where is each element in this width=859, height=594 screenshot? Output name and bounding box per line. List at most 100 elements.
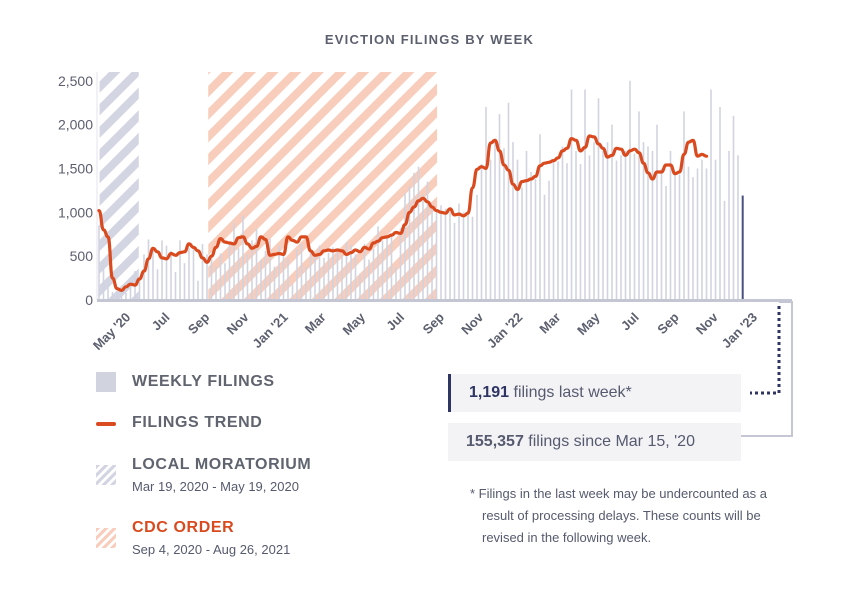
weekly-bar — [480, 164, 483, 300]
weekly-bar — [291, 284, 294, 300]
weekly-bar — [719, 107, 721, 300]
legend-local-label: LOCAL MORATORIUM — [132, 456, 312, 473]
weekly-bar — [246, 254, 249, 300]
trend-line-group — [97, 134, 709, 292]
weekly-bar — [170, 250, 172, 300]
weekly-bar — [305, 266, 307, 300]
weekly-bar — [449, 212, 451, 300]
weekly-bar — [732, 115, 735, 300]
weekly-bar — [399, 228, 402, 300]
legend-cdc-label: CDC ORDER — [132, 519, 235, 536]
weekly-bar — [656, 124, 658, 300]
footnote: * Filings in the last week may be underc… — [470, 483, 770, 549]
y-tick-label: 2,500 — [58, 73, 93, 89]
weekly-bar — [233, 222, 235, 300]
weekly-bar — [120, 295, 123, 300]
weekly-bar — [395, 266, 397, 300]
weekly-bar — [696, 168, 699, 300]
weekly-bar — [516, 159, 519, 300]
x-tick-label: May — [574, 309, 603, 338]
weekly-bar — [251, 240, 253, 300]
legend-weekly: WEEKLY FILINGS — [96, 372, 275, 392]
y-tick-label: 2,000 — [58, 117, 93, 133]
weekly-bar — [197, 280, 199, 300]
weekly-bar — [138, 278, 141, 300]
weekly-bar — [615, 160, 618, 300]
weekly-bar — [107, 284, 109, 300]
y-tick-label: 1,000 — [58, 204, 93, 220]
weekly-bar — [296, 249, 298, 300]
weekly-bar — [633, 153, 636, 300]
weekly-bar — [683, 111, 685, 300]
weekly-bar — [174, 271, 177, 300]
weekly-bar — [390, 233, 393, 300]
weekly-bar — [624, 150, 627, 300]
x-tick-label: Sep — [420, 309, 448, 337]
weekly-bar — [404, 193, 406, 300]
weekly-bar — [345, 242, 348, 300]
weekly-bar — [327, 252, 330, 300]
weekly-bar — [584, 89, 586, 301]
weekly-bar — [687, 166, 690, 300]
weekly-bar — [242, 215, 244, 300]
weekly-bar — [188, 248, 190, 300]
weekly-bar — [534, 178, 537, 300]
shaded-periods — [99, 72, 438, 300]
weekly-bar — [111, 292, 114, 300]
y-tick-label: 500 — [70, 248, 94, 264]
weekly-bar — [273, 266, 276, 300]
x-tick-label: Sep — [185, 309, 213, 337]
weekly-bar — [692, 177, 694, 300]
cdc-order-band — [208, 72, 438, 300]
weekly-bar — [237, 248, 240, 300]
weekly-bar — [368, 259, 370, 300]
weekly-bar — [278, 245, 280, 300]
weekly-bar — [426, 181, 429, 300]
weekly-bar — [192, 246, 195, 300]
weekly-bar — [125, 292, 127, 300]
weekly-bar — [417, 166, 420, 300]
weekly-bar — [224, 263, 226, 300]
weekly-bar — [723, 200, 726, 300]
weekly-bar — [665, 186, 667, 300]
weekly-bar — [206, 254, 208, 300]
legend-local: LOCAL MORATORIUM Mar 19, 2020 - May 19, … — [96, 455, 311, 494]
weekly-bar — [597, 98, 600, 300]
weekly-bar — [606, 142, 609, 300]
legend-trend: FILINGS TREND — [96, 413, 262, 433]
weekly-bar — [471, 216, 474, 300]
weekly-bar — [728, 150, 730, 300]
weekly-bar — [341, 255, 343, 300]
weekly-bar — [647, 146, 649, 300]
weekly-bar — [566, 163, 568, 300]
weekly-bar — [363, 243, 366, 300]
weekly-bar — [467, 210, 469, 300]
weekly-bar — [521, 187, 523, 300]
weekly-bar — [300, 243, 303, 300]
legend-cdc-dates: Sep 4, 2020 - Aug 26, 2021 — [132, 542, 291, 557]
weekly-bar — [147, 239, 150, 300]
weekly-bar — [336, 250, 339, 300]
y-axis: 0 500 1,000 1,500 2,000 2,500 — [58, 72, 98, 308]
legend-local-dates: Mar 19, 2020 - May 19, 2020 — [132, 479, 299, 494]
trend-swatch — [96, 422, 116, 426]
total-connector-line — [741, 301, 793, 437]
weekly-bar — [570, 89, 573, 301]
y-tick-label: 0 — [85, 292, 93, 308]
last-week-callout: 1,191 filings last week* — [448, 374, 741, 412]
weekly-bar — [525, 150, 528, 300]
weekly-bar — [359, 273, 361, 300]
weekly-bar — [98, 225, 100, 300]
legend-cdc: CDC ORDER Sep 4, 2020 - Aug 26, 2021 — [96, 518, 290, 557]
weekly-bar — [413, 172, 415, 300]
weekly-bar — [579, 164, 582, 300]
weekly-bar — [588, 155, 591, 300]
weekly-bar — [332, 247, 334, 300]
weekly-bar — [642, 142, 645, 300]
weekly-bar — [422, 194, 424, 300]
weekly-bar — [620, 155, 622, 300]
weekly-bar — [161, 240, 163, 300]
weekly-bar — [557, 161, 559, 300]
weekly-bar — [215, 266, 217, 300]
